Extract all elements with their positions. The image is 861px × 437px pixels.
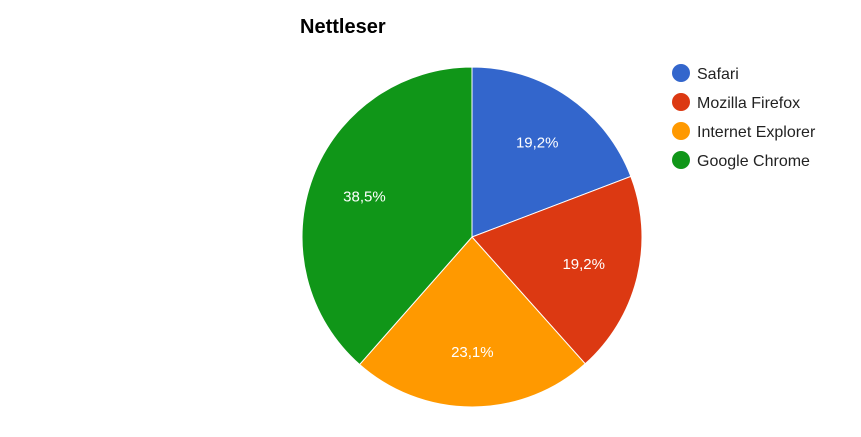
slice-label-google-chrome: 38,5%: [343, 188, 386, 205]
legend-marker-google-chrome: [672, 151, 690, 169]
legend: Safari Mozilla Firefox Internet Explorer Go…: [672, 64, 816, 170]
legend-marker-internet-explorer: [672, 122, 690, 140]
pie-slices: [301, 66, 643, 408]
chart-title: Nettleser: [300, 16, 386, 38]
legend-marker-mozilla-firefox: [672, 93, 690, 111]
legend-label-internet-explorer: Internet Explorer: [697, 124, 816, 141]
pie-slice-mozilla-firefox: [471, 175, 643, 365]
pie-slice-google-chrome: [301, 66, 473, 366]
pie-slice-safari: [471, 66, 632, 238]
slice-label-internet-explorer: 23,1%: [451, 344, 494, 361]
legend-label-safari: Safari: [697, 66, 739, 83]
slice-label-mozilla-firefox: 19,2%: [562, 256, 605, 273]
pie-slice-internet-explorer: [358, 236, 586, 408]
legend-marker-safari: [672, 64, 690, 82]
pie-slice-labels: 19,2% 19,2% 23,1% 38,5%: [343, 134, 605, 361]
legend-label-google-chrome: Google Chrome: [697, 153, 810, 170]
slice-label-safari: 19,2%: [516, 134, 559, 151]
legend-label-mozilla-firefox: Mozilla Firefox: [697, 95, 800, 112]
